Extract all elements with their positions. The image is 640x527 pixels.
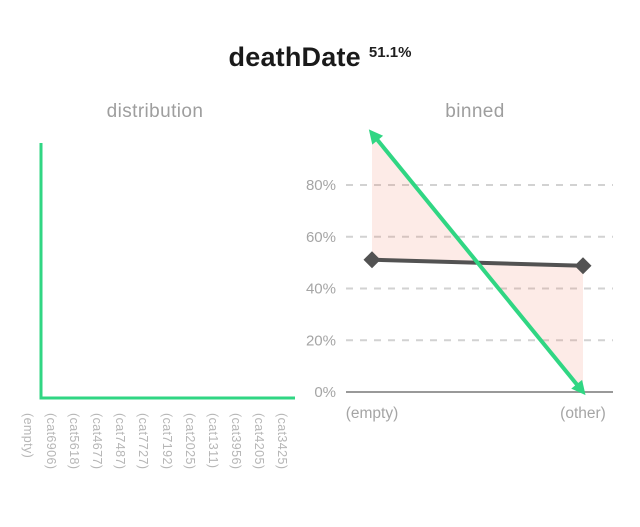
distribution-line	[39, 143, 295, 400]
arrowhead-up-icon	[368, 129, 384, 145]
binned-ytick-label: 80%	[306, 177, 336, 194]
distribution-chart-title: distribution	[106, 101, 204, 122]
binned-ytick-label: 0%	[314, 384, 336, 401]
distribution-category-label: (cat6906)	[44, 413, 59, 470]
binned-chart-title: binned	[445, 101, 505, 122]
diamond-marker	[574, 257, 592, 275]
distribution-x-axis-labels: (empty) (cat6906) (cat5618) (cat4677) (cat74…	[0, 413, 312, 527]
distribution-category-label: (cat7487)	[113, 413, 128, 470]
distribution-chart	[39, 143, 295, 400]
distribution-category-label: (cat4205)	[251, 413, 266, 470]
panel-title: deathDate 51.1%	[0, 42, 640, 73]
binned-ytick-label: 60%	[306, 229, 336, 246]
binned-distribution-line	[375, 138, 580, 388]
distribution-category-label: (cat7192)	[159, 413, 174, 470]
binned-chart: 0% 20% 40% 60% 80% (empty) (other)	[306, 129, 613, 422]
distribution-category-label: (empty)	[21, 413, 35, 459]
distribution-category-label: (cat5618)	[67, 413, 82, 470]
feature-name: deathDate	[228, 42, 361, 72]
distribution-category-label: (cat4677)	[90, 413, 105, 470]
distribution-category-label: (cat2025)	[182, 413, 197, 470]
binned-xtick-label: (other)	[560, 405, 606, 422]
feature-importance-badge: 51.1%	[368, 44, 412, 61]
distribution-category-label: (cat7727)	[136, 413, 151, 470]
diamond-marker	[363, 251, 381, 269]
distribution-category-label: (cat1311)	[205, 413, 220, 469]
binned-ytick-label: 40%	[306, 281, 336, 298]
binned-ytick-label: 20%	[306, 332, 336, 349]
arrowhead-down-icon	[571, 379, 586, 396]
binned-xtick-label: (empty)	[346, 405, 399, 422]
distribution-category-label: (cat3956)	[228, 413, 243, 470]
